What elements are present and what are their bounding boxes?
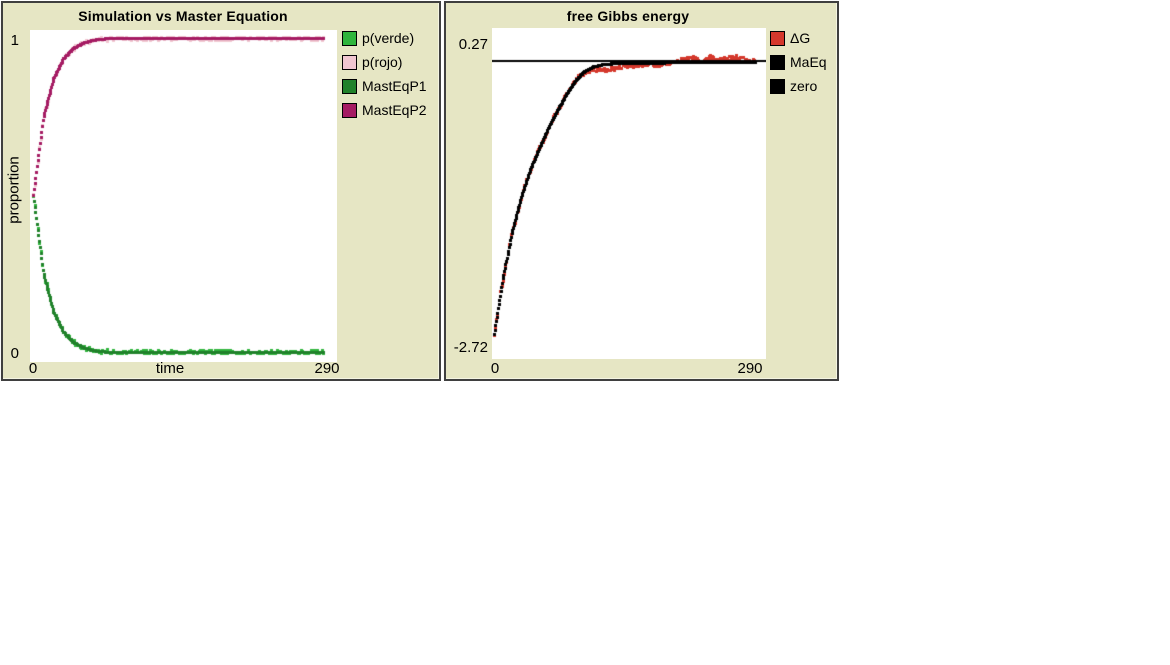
legend-item-label: zero [790, 78, 818, 94]
legend-item-label: MastEqP2 [362, 102, 427, 118]
legend-item-label: MaEq [790, 54, 827, 70]
legend: ΔG MaEq zero [770, 31, 827, 103]
x-axis-max-label: 290 [314, 360, 340, 377]
y-axis-max-label: 1 [10, 32, 19, 49]
legend-item: p(verde) [342, 31, 427, 46]
legend-swatch-icon [342, 31, 357, 46]
plot-widget-simulation-vs-master-equation: Simulation vs Master Equation 1 0 propor… [1, 1, 441, 381]
legend-item-label: p(rojo) [362, 54, 403, 70]
plot-canvas-gibbs [492, 28, 766, 359]
legend-item: MastEqP2 [342, 103, 427, 118]
plot-widget-free-gibbs-energy: free Gibbs energy 0.27 -2.72 0 290 ΔG MaE… [444, 1, 839, 381]
plot-title: Simulation vs Master Equation [78, 8, 288, 24]
y-axis-min-label: 0 [10, 345, 19, 362]
plot-canvas-simulation [30, 30, 337, 362]
legend-item: ΔG [770, 31, 827, 46]
legend-item-label: MastEqP1 [362, 78, 427, 94]
legend-item-label: ΔG [790, 30, 811, 46]
y-axis-min-label: -2.72 [453, 339, 488, 356]
legend-swatch-icon [770, 55, 785, 70]
x-axis-min-label: 0 [490, 360, 500, 377]
legend-swatch-icon [770, 79, 785, 94]
x-axis-max-label: 290 [737, 360, 763, 377]
y-axis-max-label: 0.27 [458, 36, 488, 53]
legend-swatch-icon [342, 79, 357, 94]
legend-swatch-icon [770, 31, 785, 46]
plot-title: free Gibbs energy [566, 8, 690, 24]
legend-item-label: p(verde) [362, 30, 415, 46]
y-axis-label: proportion [5, 156, 23, 224]
legend-item: zero [770, 79, 827, 94]
legend-item: MastEqP1 [342, 79, 427, 94]
legend-swatch-icon [342, 55, 357, 70]
x-axis-min-label: 0 [28, 360, 38, 377]
legend: p(verde) p(rojo) MastEqP1 MastEqP2 [342, 31, 427, 127]
legend-item: p(rojo) [342, 55, 427, 70]
legend-swatch-icon [342, 103, 357, 118]
x-axis-label: time [155, 360, 185, 377]
legend-item: MaEq [770, 55, 827, 70]
